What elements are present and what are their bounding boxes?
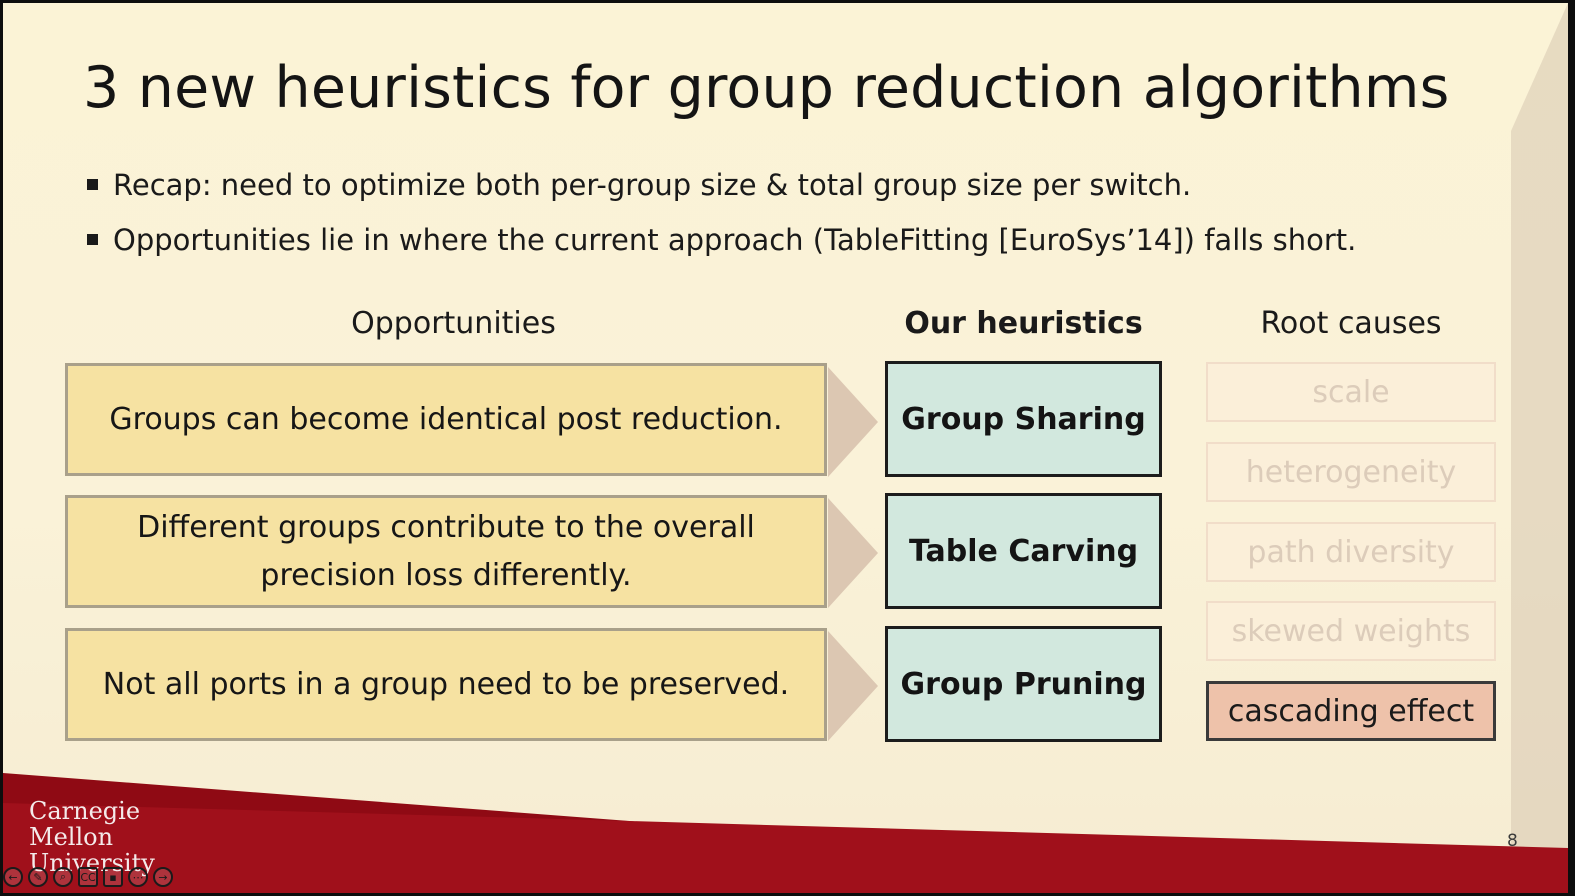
cmu-logo: Carnegie Mellon University	[29, 798, 155, 876]
opportunity-box: Not all ports in a group need to be pres…	[65, 628, 827, 741]
slide: 3 new heuristics for group reduction alg…	[3, 3, 1568, 893]
root-cause-scale: scale	[1206, 362, 1496, 422]
more-options-icon[interactable]: ⋯	[128, 867, 148, 887]
bullet-square-icon	[87, 179, 98, 190]
cmu-red-band-upper	[3, 803, 1568, 893]
bullet-item: Opportunities lie in where the current a…	[85, 218, 1356, 273]
logo-line: Mellon	[29, 823, 114, 851]
root-cause-path-diversity: path diversity	[1206, 522, 1496, 582]
bullet-square-icon	[87, 234, 98, 245]
pen-icon[interactable]: ✎	[28, 867, 48, 887]
column-header-heuristics: Our heuristics	[904, 306, 1143, 341]
camera-icon[interactable]: ▪	[103, 867, 123, 887]
root-cause-heterogeneity: heterogeneity	[1206, 442, 1496, 502]
previous-slide-icon[interactable]: ←	[3, 867, 23, 887]
arrow-1	[828, 367, 878, 477]
captions-icon[interactable]: CC	[78, 867, 98, 887]
zoom-icon[interactable]: ⌕	[53, 867, 73, 887]
root-cause-cascading-effect: cascading effect	[1206, 681, 1496, 741]
opportunity-text: Groups can become identical post reducti…	[109, 401, 783, 437]
root-cause-skewed-weights: skewed weights	[1206, 601, 1496, 661]
bullet-list: Recap: need to optimize both per-group s…	[85, 163, 1356, 273]
slide-title: 3 new heuristics for group reduction alg…	[83, 55, 1450, 121]
heuristic-box-table-carving: Table Carving	[885, 493, 1162, 609]
right-edge-shade	[1511, 3, 1568, 893]
opportunity-text: precision loss differently.	[260, 557, 632, 593]
heuristic-box-group-sharing: Group Sharing	[885, 361, 1162, 477]
player-controls: ← ✎ ⌕ CC ▪ ⋯ →	[3, 867, 173, 887]
column-header-root-causes: Root causes	[1260, 306, 1442, 341]
slide-decoration	[3, 3, 1568, 893]
opportunity-text: Different groups contribute to the overa…	[137, 509, 755, 545]
arrow-3	[828, 631, 878, 741]
opportunity-box: Groups can become identical post reducti…	[65, 363, 827, 476]
arrow-2	[828, 498, 878, 608]
column-header-opportunities: Opportunities	[351, 306, 556, 341]
bullet-text: Opportunities lie in where the current a…	[113, 223, 1357, 257]
bullet-text: Recap: need to optimize both per-group s…	[113, 168, 1192, 202]
logo-line: Carnegie	[29, 797, 141, 825]
opportunity-text: Not all ports in a group need to be pres…	[102, 666, 790, 702]
page-number: 8	[1507, 831, 1518, 851]
bullet-item: Recap: need to optimize both per-group s…	[85, 163, 1356, 218]
heuristic-box-group-pruning: Group Pruning	[885, 626, 1162, 742]
next-slide-icon[interactable]: →	[153, 867, 173, 887]
opportunity-box: Different groups contribute to the overa…	[65, 495, 827, 608]
